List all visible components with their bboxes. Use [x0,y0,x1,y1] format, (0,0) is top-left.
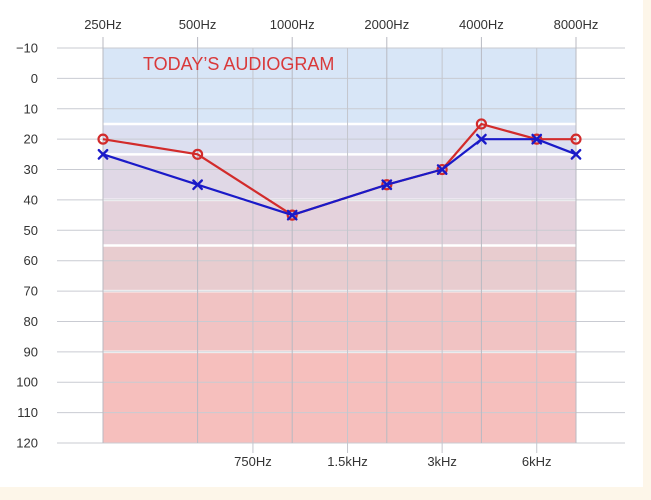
data-point-cross [436,164,448,175]
chart-title: TODAY’S AUDIOGRAM [143,54,334,74]
series-line-cross [102,138,577,217]
data-point-circle [381,179,393,191]
severity-band-4 [103,245,576,292]
data-point-cross [476,133,487,145]
x-tick-label-top: 8000Hz [554,17,599,32]
y-tick-label: 120 [16,436,38,451]
data-point-circle [570,133,582,145]
x-tick-label-top: 250Hz [84,17,122,32]
x-tick-label-top: 2000Hz [364,17,409,32]
data-point-circle [97,133,109,145]
data-point-cross [97,148,109,160]
x-tick-label-bottom: 3kHz [427,454,457,469]
y-tick-label: −10 [16,41,38,56]
data-point-cross [531,133,543,145]
severity-band-0 [103,48,576,124]
data-point-circle [475,118,487,130]
y-tick-label: 80 [24,314,38,329]
data-point-circle [436,163,448,176]
data-point-cross [192,179,203,191]
y-tick-label: 90 [24,344,38,359]
severity-band-2 [103,154,576,200]
x-tick-label-top: 4000Hz [459,17,504,32]
audiogram-chart: −10 0 10 20 30 40 50 60 70 80 90 100 110 120 250Hz 500H… [16,17,625,469]
chart-panel: −10 0 10 20 30 40 50 60 70 80 90 100 110 120 250Hz 500H… [0,0,643,487]
y-tick-label: 0 [31,71,38,86]
y-tick-label: 100 [16,375,38,390]
data-point-cross [286,209,298,221]
severity-band-3 [103,199,576,246]
tick-labels: −10 0 10 20 30 40 50 60 70 80 90 100 110 120 250Hz 500H… [16,17,598,469]
data-point-cross [570,148,582,160]
data-point-circle [286,209,298,221]
series-layer [97,118,582,221]
y-tick-label: 30 [24,162,38,177]
x-tick-label-bottom: 6kHz [522,454,552,469]
y-tick-label: 50 [24,223,38,238]
y-tick-label: 40 [24,192,38,207]
y-tick-label: 60 [24,253,38,268]
severity-bands [103,48,576,443]
x-tick-label-top: 1000Hz [270,17,315,32]
y-tick-label: 110 [17,405,38,420]
data-point-circle [192,148,204,160]
y-tick-label: 70 [24,284,38,299]
y-tick-label: 20 [24,132,38,147]
x-tick-label-bottom: 750Hz [234,454,272,469]
severity-band-6 [103,351,576,443]
x-tick-label-bottom: 1.5kHz [327,454,367,469]
data-point-cross [381,179,393,191]
x-tick-label-top: 500Hz [179,17,217,32]
y-tick-label: 10 [24,101,38,116]
